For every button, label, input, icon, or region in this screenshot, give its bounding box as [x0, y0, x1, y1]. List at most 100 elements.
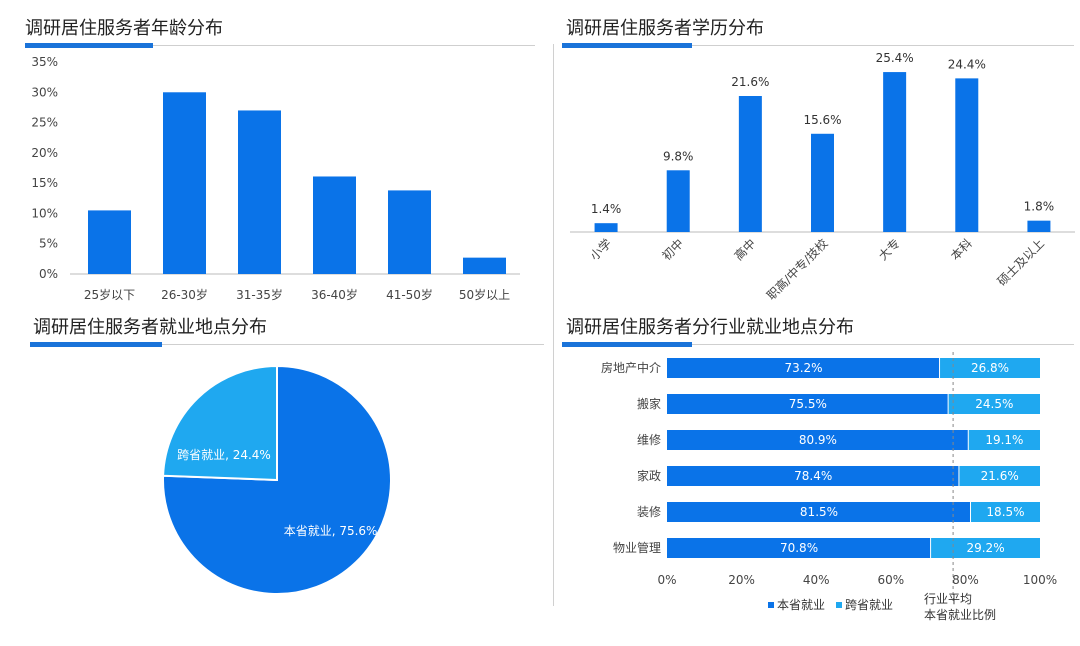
- y-tick-label: 25%: [31, 116, 58, 130]
- stack-segment: [667, 394, 948, 414]
- pie-slice: [162, 364, 278, 482]
- legend-label-domestic: 本省就业: [777, 598, 825, 612]
- edu-bar: [666, 170, 690, 232]
- age-bar: [238, 110, 281, 274]
- stack-data-label: 73.2%: [784, 361, 822, 375]
- edu-chart: 1.4% 小学 9.8% 初中 21.6% 高中 15.6% 职高/中专/技校 25.4% 大专 2…: [570, 51, 1075, 303]
- stack-segment: [968, 430, 1040, 450]
- x-tick-label: 41-50岁: [386, 287, 433, 302]
- x-tick-label: 31-35岁: [236, 287, 283, 302]
- stack-segment: [667, 502, 970, 522]
- stack-segment: [970, 502, 1040, 522]
- edu-data-label: 15.6%: [803, 113, 841, 127]
- x-tick-label: 50岁以上: [459, 287, 510, 302]
- edu-x-tick-label: 初中: [659, 236, 687, 264]
- edu-data-label: 9.8%: [663, 149, 694, 163]
- edu-data-label: 21.6%: [731, 75, 769, 89]
- pie-label-domestic: 本省就业, 75.6%: [284, 524, 378, 538]
- stack-segment: [931, 538, 1040, 558]
- stack-segment: [948, 394, 1040, 414]
- age-title-rule: [25, 45, 535, 46]
- stack-segment: [959, 466, 1040, 486]
- edu-chart-title: 调研居住服务者学历分布: [566, 18, 764, 39]
- stack-data-label: 24.5%: [975, 397, 1013, 411]
- location-pie-chart: 本省就业, 75.6% 跨省就业, 24.4%: [162, 364, 392, 595]
- x-tick-label: 60%: [877, 573, 904, 587]
- panel-divider: [553, 44, 554, 606]
- stack-data-label: 19.1%: [985, 433, 1023, 447]
- y-tick-label: 5%: [39, 237, 58, 251]
- stack-data-label: 26.8%: [971, 361, 1009, 375]
- industry-label: 装修: [637, 504, 661, 519]
- edu-bar: [738, 96, 762, 232]
- stack-data-label: 70.8%: [780, 541, 818, 555]
- edu-title-accent: [562, 43, 692, 48]
- x-tick-label: 100%: [1023, 573, 1057, 587]
- ind-title-accent: [562, 342, 692, 347]
- stack-data-label: 21.6%: [981, 469, 1019, 483]
- x-tick-label: 0%: [657, 573, 676, 587]
- age-bar: [163, 92, 206, 275]
- edu-x-tick-label: 职高/中专/技校: [763, 236, 830, 303]
- loc-title-accent: [30, 342, 162, 347]
- edu-bar: [811, 133, 834, 232]
- edu-bar: [883, 72, 907, 233]
- x-tick-label: 25岁以下: [84, 287, 135, 302]
- industry-label: 房地产中介: [601, 360, 661, 375]
- ind-chart-title: 调研居住服务者分行业就业地点分布: [566, 317, 854, 338]
- legend-label-cross: 跨省就业: [845, 598, 893, 612]
- edu-data-label: 1.4%: [591, 202, 622, 216]
- edu-bar: [1027, 220, 1051, 232]
- edu-data-label: 25.4%: [876, 51, 914, 65]
- edu-x-tick-label: 高中: [731, 236, 759, 264]
- age-bar: [313, 176, 356, 274]
- stack-segment: [667, 358, 940, 378]
- industry-label: 搬家: [637, 396, 661, 411]
- age-chart-title: 调研居住服务者年龄分布: [25, 18, 223, 39]
- age-bar: [463, 257, 506, 274]
- edu-data-label: 24.4%: [948, 57, 986, 71]
- x-tick-label: 36-40岁: [311, 287, 358, 302]
- age-title-accent: [25, 43, 153, 48]
- edu-x-tick-label: 大专: [875, 236, 903, 264]
- age-bar: [88, 210, 131, 274]
- edu-data-label: 1.8%: [1024, 200, 1054, 214]
- industry-label: 维修: [637, 432, 661, 447]
- stack-data-label: 81.5%: [800, 505, 838, 519]
- legend-swatch-domestic: [768, 602, 774, 608]
- stack-data-label: 75.5%: [789, 397, 827, 411]
- y-tick-label: 30%: [31, 85, 58, 99]
- stack-segment: [667, 466, 959, 486]
- age-bar: [388, 190, 431, 274]
- edu-x-tick-label: 小学: [587, 236, 615, 264]
- edu-bar: [594, 223, 618, 232]
- stack-data-label: 80.9%: [799, 433, 837, 447]
- y-tick-label: 35%: [31, 55, 58, 69]
- y-tick-label: 20%: [31, 146, 58, 160]
- y-tick-label: 10%: [31, 206, 58, 220]
- pie-label-cross-province: 跨省就业, 24.4%: [177, 448, 271, 462]
- reference-label-line2: 本省就业比例: [924, 608, 996, 622]
- edu-title-rule: [562, 45, 1074, 46]
- loc-title-rule: [30, 344, 544, 345]
- stack-segment: [667, 430, 968, 450]
- ind-title-rule: [562, 344, 1074, 345]
- stack-data-label: 29.2%: [966, 541, 1004, 555]
- loc-chart-title: 调研居住服务者就业地点分布: [33, 317, 267, 338]
- edu-x-tick-label: 本科: [948, 236, 975, 263]
- stack-segment: [667, 538, 931, 558]
- edu-bar: [955, 78, 979, 233]
- x-tick-label: 80%: [952, 573, 979, 587]
- age-chart: 0% 5% 10% 15% 20% 25% 30% 35% 25岁以下 26-30岁 31-35岁 3…: [31, 55, 520, 302]
- industry-stacked-chart: 房地产中介 73.2% 26.8% 搬家 75.5% 24.5% 维修 80.9% 19.1% 家…: [601, 352, 1057, 622]
- reference-label-line1: 行业平均: [924, 592, 972, 606]
- edu-x-tick-label: 硕士及以上: [995, 236, 1047, 288]
- y-tick-label: 15%: [31, 176, 58, 190]
- industry-label: 家政: [637, 468, 661, 483]
- x-tick-label: 40%: [803, 573, 830, 587]
- industry-label: 物业管理: [613, 540, 661, 555]
- stack-data-label: 78.4%: [794, 469, 832, 483]
- stack-segment: [940, 358, 1040, 378]
- x-tick-label: 20%: [728, 573, 755, 587]
- legend-swatch-cross: [836, 602, 842, 608]
